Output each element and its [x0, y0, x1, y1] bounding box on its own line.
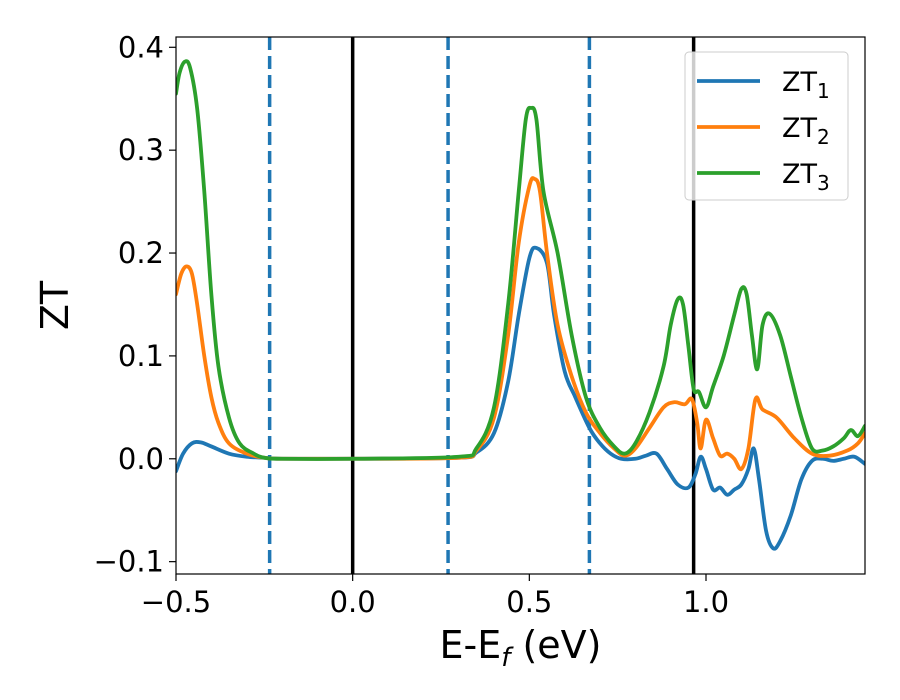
y-axis-label: ZT	[33, 280, 77, 330]
series-line-zt2	[176, 176, 865, 472]
y-tick-label: 0.0	[118, 442, 164, 476]
legend-label-zt1: ZT1	[782, 67, 830, 103]
legend-box	[684, 51, 849, 201]
y-tick-label: 0.2	[118, 236, 164, 270]
y-tick-label: 0.1	[118, 339, 164, 373]
x-tick-label: 1.0	[683, 585, 729, 619]
series-line-zt1	[176, 245, 865, 551]
x-axis-label-main: E-E	[440, 623, 502, 667]
x-tick-label: −0.5	[141, 585, 211, 619]
series-lines	[176, 59, 865, 551]
x-tick-label: 0.0	[330, 585, 376, 619]
legend-label-zt3: ZT3	[782, 159, 830, 195]
x-axis-label-unit: (eV)	[510, 623, 601, 667]
y-tick-label: −0.1	[94, 545, 164, 579]
legend-label-zt2: ZT2	[782, 113, 830, 149]
series-line-zt3	[176, 59, 865, 461]
y-axis-ticks: −0.1 0.0 0.1 0.2 0.3 0.4	[94, 30, 176, 579]
x-tick-label: 0.5	[506, 585, 552, 619]
vertical-reference-lines	[267, 37, 696, 574]
legend: ZT1 ZT2 ZT3	[684, 51, 849, 201]
x-axis-label: E-Ef (eV)	[440, 623, 602, 673]
axes-frame	[175, 36, 866, 575]
x-axis-ticks: −0.5 0.0 0.5 1.0	[141, 574, 729, 619]
y-tick-label: 0.3	[118, 133, 164, 167]
y-tick-label: 0.4	[118, 30, 164, 64]
